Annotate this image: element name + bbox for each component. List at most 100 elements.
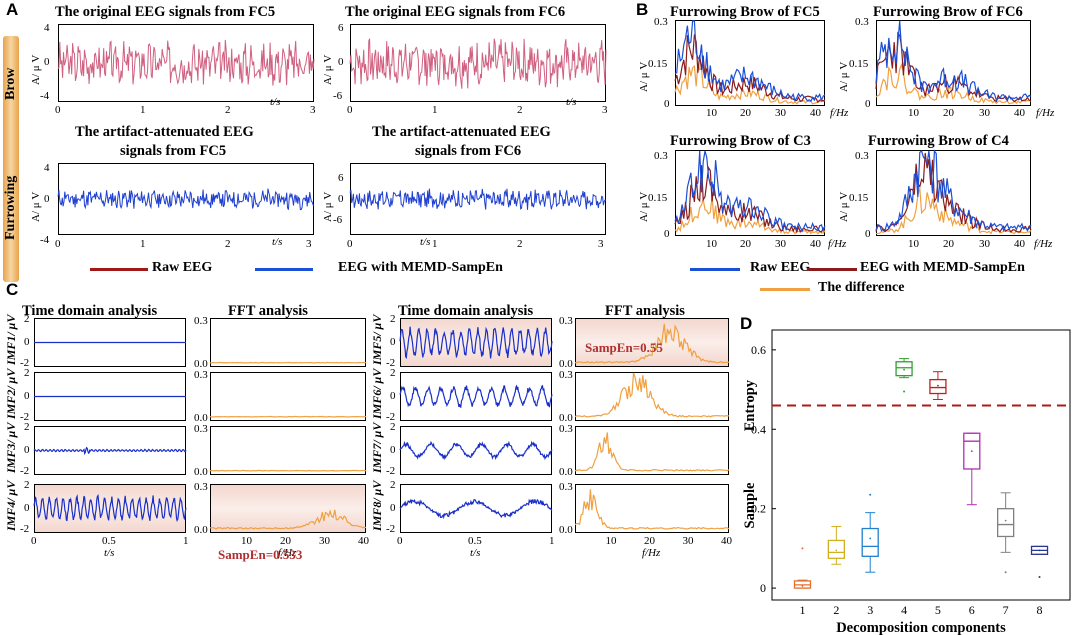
imf-time-ytick-mid: 0 <box>390 335 396 348</box>
a3-xtick-2: 2 <box>225 238 231 250</box>
b1-xunit: f/Hz <box>830 107 849 119</box>
imf-label-8: IMF8/ μV <box>370 480 384 531</box>
imf-time-trace-4 <box>33 493 187 523</box>
imf-label-4: IMF4/ μV <box>4 480 18 531</box>
spectrum-line <box>875 149 1032 232</box>
imf-time-line <box>33 446 187 456</box>
b-plot1-spectrum <box>674 20 826 105</box>
d-box-rect <box>895 361 913 377</box>
a-plot4-title-line1: The artifact-attenuated EEG <box>372 124 551 140</box>
side-label-bar <box>3 36 19 282</box>
d-xtick-label: 4 <box>901 603 907 617</box>
imf-time-xtick-mid: 0.5 <box>468 535 482 547</box>
imf-fft-line <box>574 489 730 530</box>
b2-ytick-mid: 0.15 <box>849 58 869 70</box>
b-plot2-axes <box>876 20 1031 106</box>
d-outlier <box>903 390 906 393</box>
a2-xtick-0: 0 <box>347 104 353 116</box>
imf-fft-ytick-top: 0.3 <box>194 315 208 327</box>
b1-xtick-40: 40 <box>810 107 821 119</box>
a4-ytick-bot: -6 <box>333 214 343 226</box>
d-mean-dot <box>801 585 804 588</box>
d-ylabel-entropy: Entropy <box>742 379 758 431</box>
b2-ytick-top: 0.3 <box>855 16 869 28</box>
b-legend-raw-label: Raw EEG <box>750 260 811 275</box>
imf-time-ytick-bot: -2 <box>20 465 30 477</box>
imf-fft-line <box>574 372 729 418</box>
imf-fft-xtick-20: 20 <box>280 535 291 547</box>
panel-b-letter: B <box>636 0 649 19</box>
a3-xtick-3: 3 <box>306 238 312 250</box>
imf-fft-ytick-top: 0.3 <box>194 481 208 493</box>
imf-fft-xtick-10: 10 <box>605 535 617 547</box>
imf-fft-ytick-bot: 0.0 <box>194 524 208 536</box>
b3-xtick-40: 40 <box>810 238 821 250</box>
d-outlier <box>801 547 804 550</box>
imf-time-ytick-top: 2 <box>24 367 30 379</box>
imf-time-xtick-0: 0 <box>31 535 37 547</box>
imf-fft-trace-2 <box>209 415 366 418</box>
b2-xtick-10: 10 <box>908 107 919 119</box>
imf-fft-axes-8 <box>575 484 729 533</box>
d-box-4: 4 <box>895 358 913 617</box>
imf-fft-trace-8 <box>574 489 730 530</box>
eeg-trace-line <box>349 38 607 89</box>
d-xtick-label: 2 <box>833 603 839 617</box>
imf-fft-xtick-40: 40 <box>358 535 369 547</box>
b2-xtick-20: 20 <box>943 107 954 119</box>
imf-fft-trace-1 <box>210 361 367 364</box>
imf-time-line <box>399 326 553 360</box>
b1-xtick-30: 30 <box>775 107 786 119</box>
d-ytick-label: 0.4 <box>751 422 766 436</box>
spectrum-line <box>875 31 1032 103</box>
b-plot4-axes <box>876 150 1031 236</box>
imf-time-xtick-1: 1 <box>549 535 555 547</box>
imf-fft-axes-3 <box>210 426 366 475</box>
imf-time-trace-8 <box>399 498 553 520</box>
c-header-fft-left: FFT analysis <box>228 303 308 319</box>
b2-xtick-30: 30 <box>979 107 990 119</box>
d-xtick-label: 1 <box>799 603 805 617</box>
d-box-7: 7 <box>997 492 1015 617</box>
imf-fft-axes-4 <box>210 484 366 533</box>
a2-xunit: t/s <box>566 96 577 108</box>
a-plot2-title: The original EEG signals from FC6 <box>345 4 566 20</box>
imf-time-ytick-mid: 0 <box>24 389 30 402</box>
c-header-time-right: Time domain analysis <box>398 303 534 319</box>
b4-ytick-bot: 0 <box>865 228 871 240</box>
c-sampen-imf5: SampEn=0.55 <box>585 340 663 355</box>
a-plot2-trace <box>349 38 607 89</box>
d-outlier <box>869 493 872 496</box>
imf-time-ytick-top: 2 <box>390 313 396 325</box>
b3-ytick-mid: 0.15 <box>648 192 668 204</box>
imf-time-ytick-mid: 0 <box>390 501 396 514</box>
d-box-6: 6 <box>963 432 981 617</box>
imf-time-ytick-bot: -2 <box>386 357 396 369</box>
b-plot1-title: Furrowing Brow of FC5 <box>670 4 820 20</box>
d-xtick-label: 8 <box>1037 603 1043 617</box>
a4-xunit: t/s <box>420 236 431 248</box>
a3-ytick-top: 4 <box>44 162 50 174</box>
b-plot3-spectrum <box>674 150 826 235</box>
panel-d-letter: D <box>740 314 753 333</box>
imf-time-ytick-top: 2 <box>24 421 30 433</box>
b-plot2-spectrum <box>875 20 1032 105</box>
imf-fft-ytick-top: 0.3 <box>194 369 208 381</box>
a4-xtick-2: 2 <box>517 238 523 250</box>
imf-fft-ytick-top: 0.3 <box>559 369 573 381</box>
a2-xtick-3: 3 <box>602 104 608 116</box>
a2-xtick-1: 1 <box>432 104 438 116</box>
b4-xtick-10: 10 <box>908 238 919 250</box>
imf-fft-xtick-30: 30 <box>319 535 330 547</box>
b1-xtick-10: 10 <box>706 107 717 119</box>
imf-time-ytick-top: 2 <box>390 479 396 491</box>
a-plot1-title: The original EEG signals from FC5 <box>55 4 276 20</box>
b2-ytick-bot: 0 <box>865 98 871 110</box>
imf-fft-ytick-top: 0.3 <box>559 481 573 493</box>
c-header-time-left: Time domain analysis <box>22 303 158 319</box>
imf-label-5: IMF5/ μV <box>370 314 384 365</box>
side-label-top: Brow <box>3 67 18 100</box>
b1-ytick-bot: 0 <box>664 98 670 110</box>
a-plot4-title-line2: signals from FC6 <box>415 143 522 159</box>
b-legend-raw-line <box>690 268 740 271</box>
